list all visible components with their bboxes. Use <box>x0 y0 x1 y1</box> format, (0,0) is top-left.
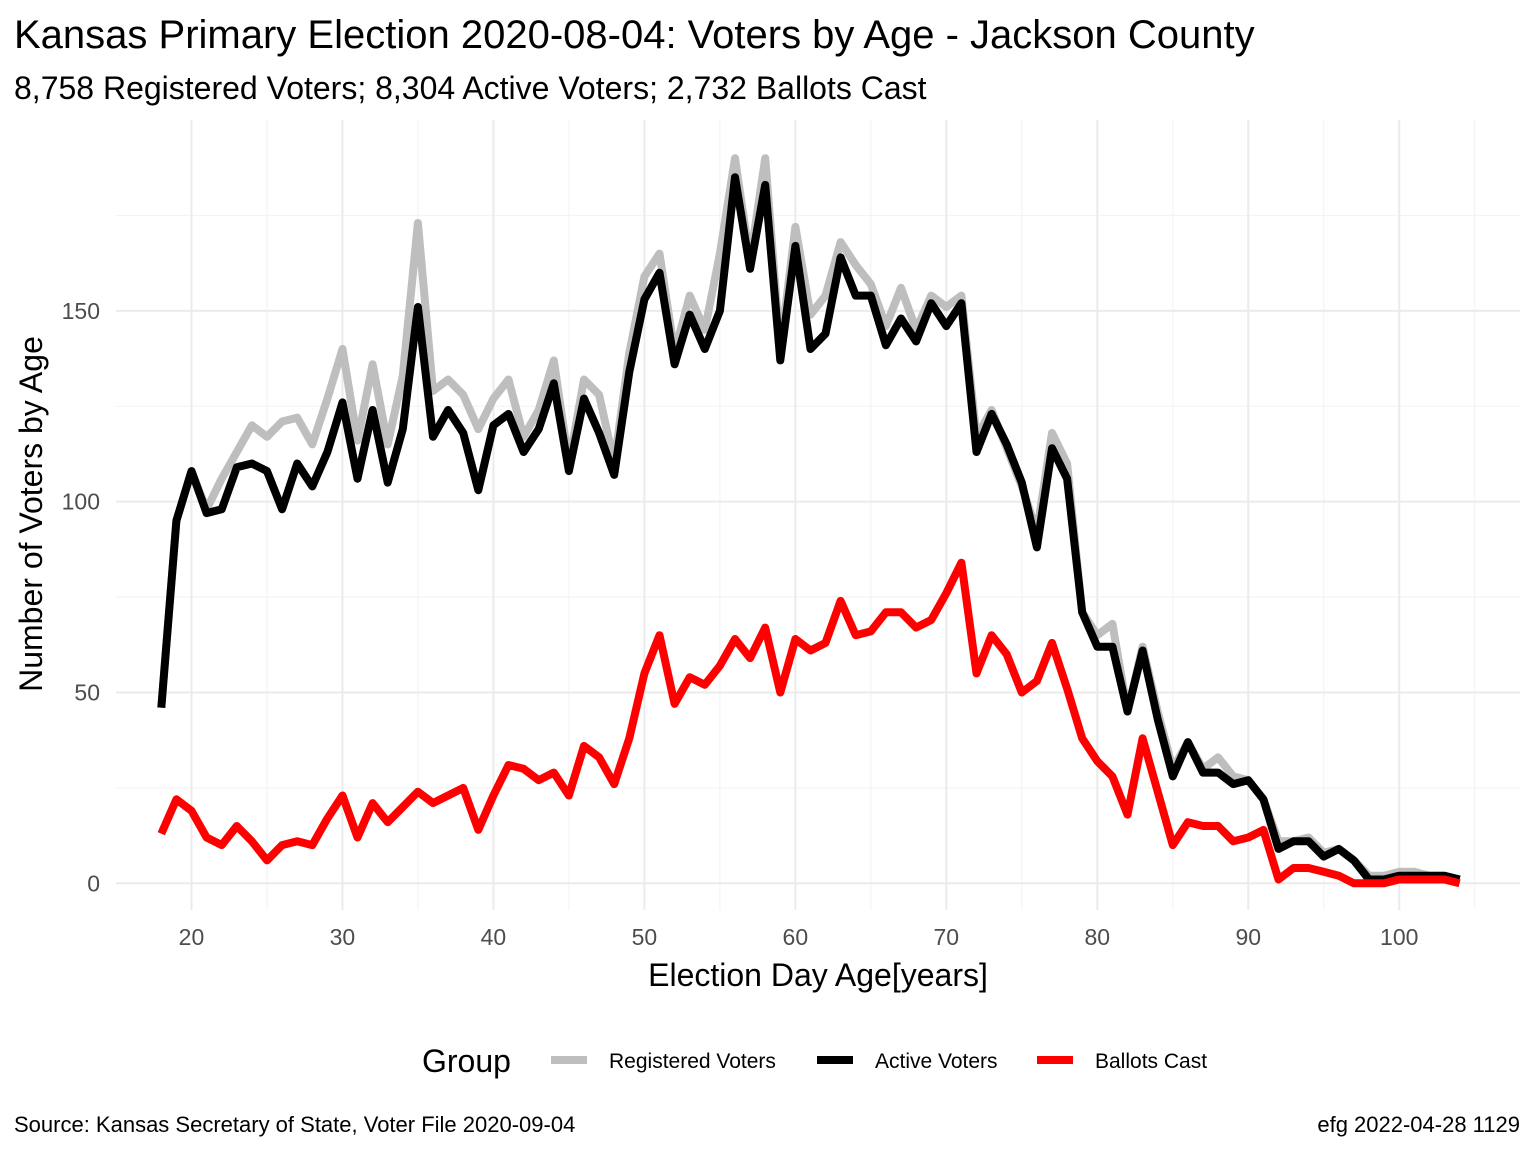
x-tick-label: 50 <box>632 924 658 950</box>
credit-caption: efg 2022-04-28 1129 <box>1317 1112 1520 1137</box>
y-tick-label: 50 <box>74 679 100 705</box>
chart-subtitle: 8,758 Registered Voters; 8,304 Active Vo… <box>14 70 927 106</box>
series-line-active-voters <box>161 177 1459 879</box>
x-tick-label: 60 <box>783 924 809 950</box>
x-axis-ticks: 20 30 40 50 60 70 80 90 100 <box>179 924 1419 950</box>
y-tick-label: 100 <box>62 489 100 515</box>
chart-title: Kansas Primary Election 2020-08-04: Vote… <box>14 13 1255 57</box>
x-tick-label: 20 <box>179 924 205 950</box>
legend-item-active: Active Voters <box>817 1050 998 1073</box>
x-axis-title: Election Day Age[years] <box>648 957 988 993</box>
x-tick-label: 40 <box>481 924 507 950</box>
source-caption: Source: Kansas Secretary of State, Voter… <box>14 1112 575 1137</box>
series-lines <box>161 158 1459 883</box>
legend-title: Group <box>422 1043 511 1079</box>
y-axis-title: Number of Voters by Age <box>13 336 49 692</box>
y-axis-ticks: 0 50 100 150 <box>62 298 100 896</box>
legend-item-ballots: Ballots Cast <box>1037 1050 1207 1073</box>
x-tick-label: 70 <box>934 924 960 950</box>
x-tick-label: 100 <box>1380 924 1418 950</box>
x-tick-label: 80 <box>1084 924 1110 950</box>
y-tick-label: 150 <box>62 298 100 324</box>
x-tick-label: 90 <box>1235 924 1261 950</box>
legend-label-ballots: Ballots Cast <box>1095 1050 1207 1073</box>
gridlines <box>116 120 1520 910</box>
series-line-ballots-cast <box>161 563 1459 884</box>
legend-item-registered: Registered Voters <box>551 1050 776 1073</box>
series-line-registered-voters <box>161 158 1459 879</box>
y-tick-label: 0 <box>87 870 100 896</box>
legend-label-registered: Registered Voters <box>609 1050 776 1073</box>
x-tick-label: 30 <box>330 924 356 950</box>
legend-label-active: Active Voters <box>875 1050 998 1073</box>
